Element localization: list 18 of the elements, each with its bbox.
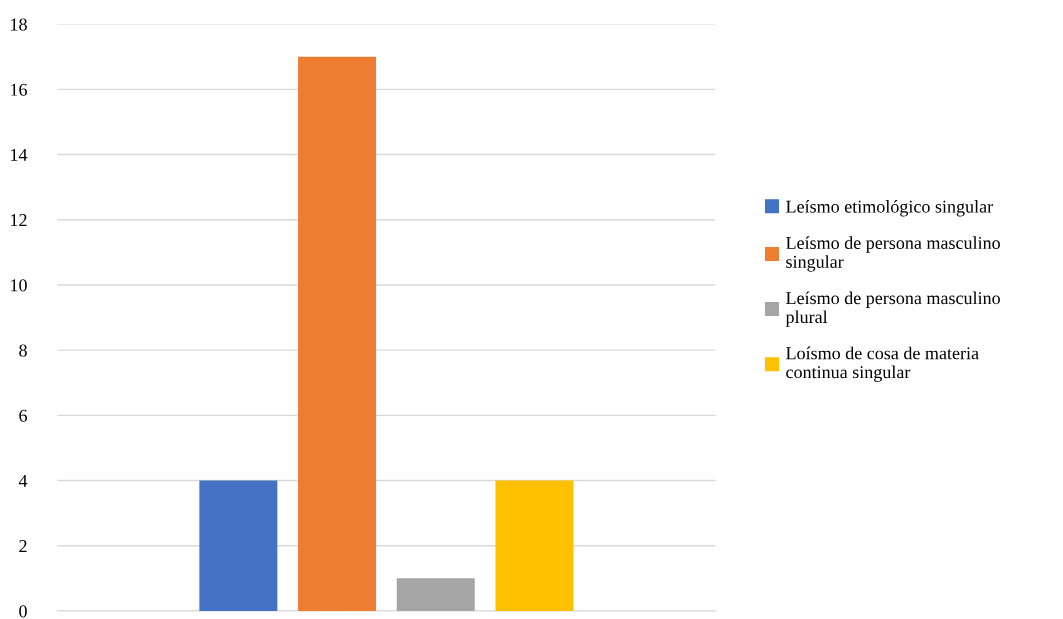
y-tick-label: 10 xyxy=(11,279,27,292)
bar xyxy=(495,480,574,611)
legend-label: Loísmo de cosa de materia continua singular xyxy=(786,346,979,382)
legend-label: Leísmo de persona masculino singular xyxy=(786,236,1000,272)
bar xyxy=(396,578,475,611)
legend-label: Leísmo etimológico singular xyxy=(786,200,993,217)
y-tick-label: 18 xyxy=(11,18,27,31)
y-tick-label: 0 xyxy=(19,605,27,618)
legend-label: Leísmo de persona masculino plural xyxy=(785,291,1000,327)
y-tick-label: 2 xyxy=(19,540,27,553)
y-tick-label: 4 xyxy=(18,474,28,487)
bar xyxy=(298,56,377,611)
y-tick-label: 16 xyxy=(11,83,27,96)
y-tick-label: 6 xyxy=(19,409,27,422)
y-tick-label: 8 xyxy=(19,344,27,357)
y-tick-label: 14 xyxy=(11,148,28,161)
y-tick-label: 12 xyxy=(11,214,27,227)
bar xyxy=(199,480,278,611)
